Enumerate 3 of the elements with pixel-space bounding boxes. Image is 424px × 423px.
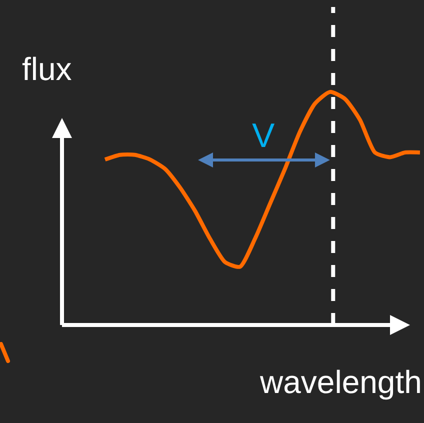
y-axis-title: flux [22, 51, 72, 87]
annotation: V [252, 117, 275, 155]
x-axis-title: wavelength [259, 364, 422, 400]
